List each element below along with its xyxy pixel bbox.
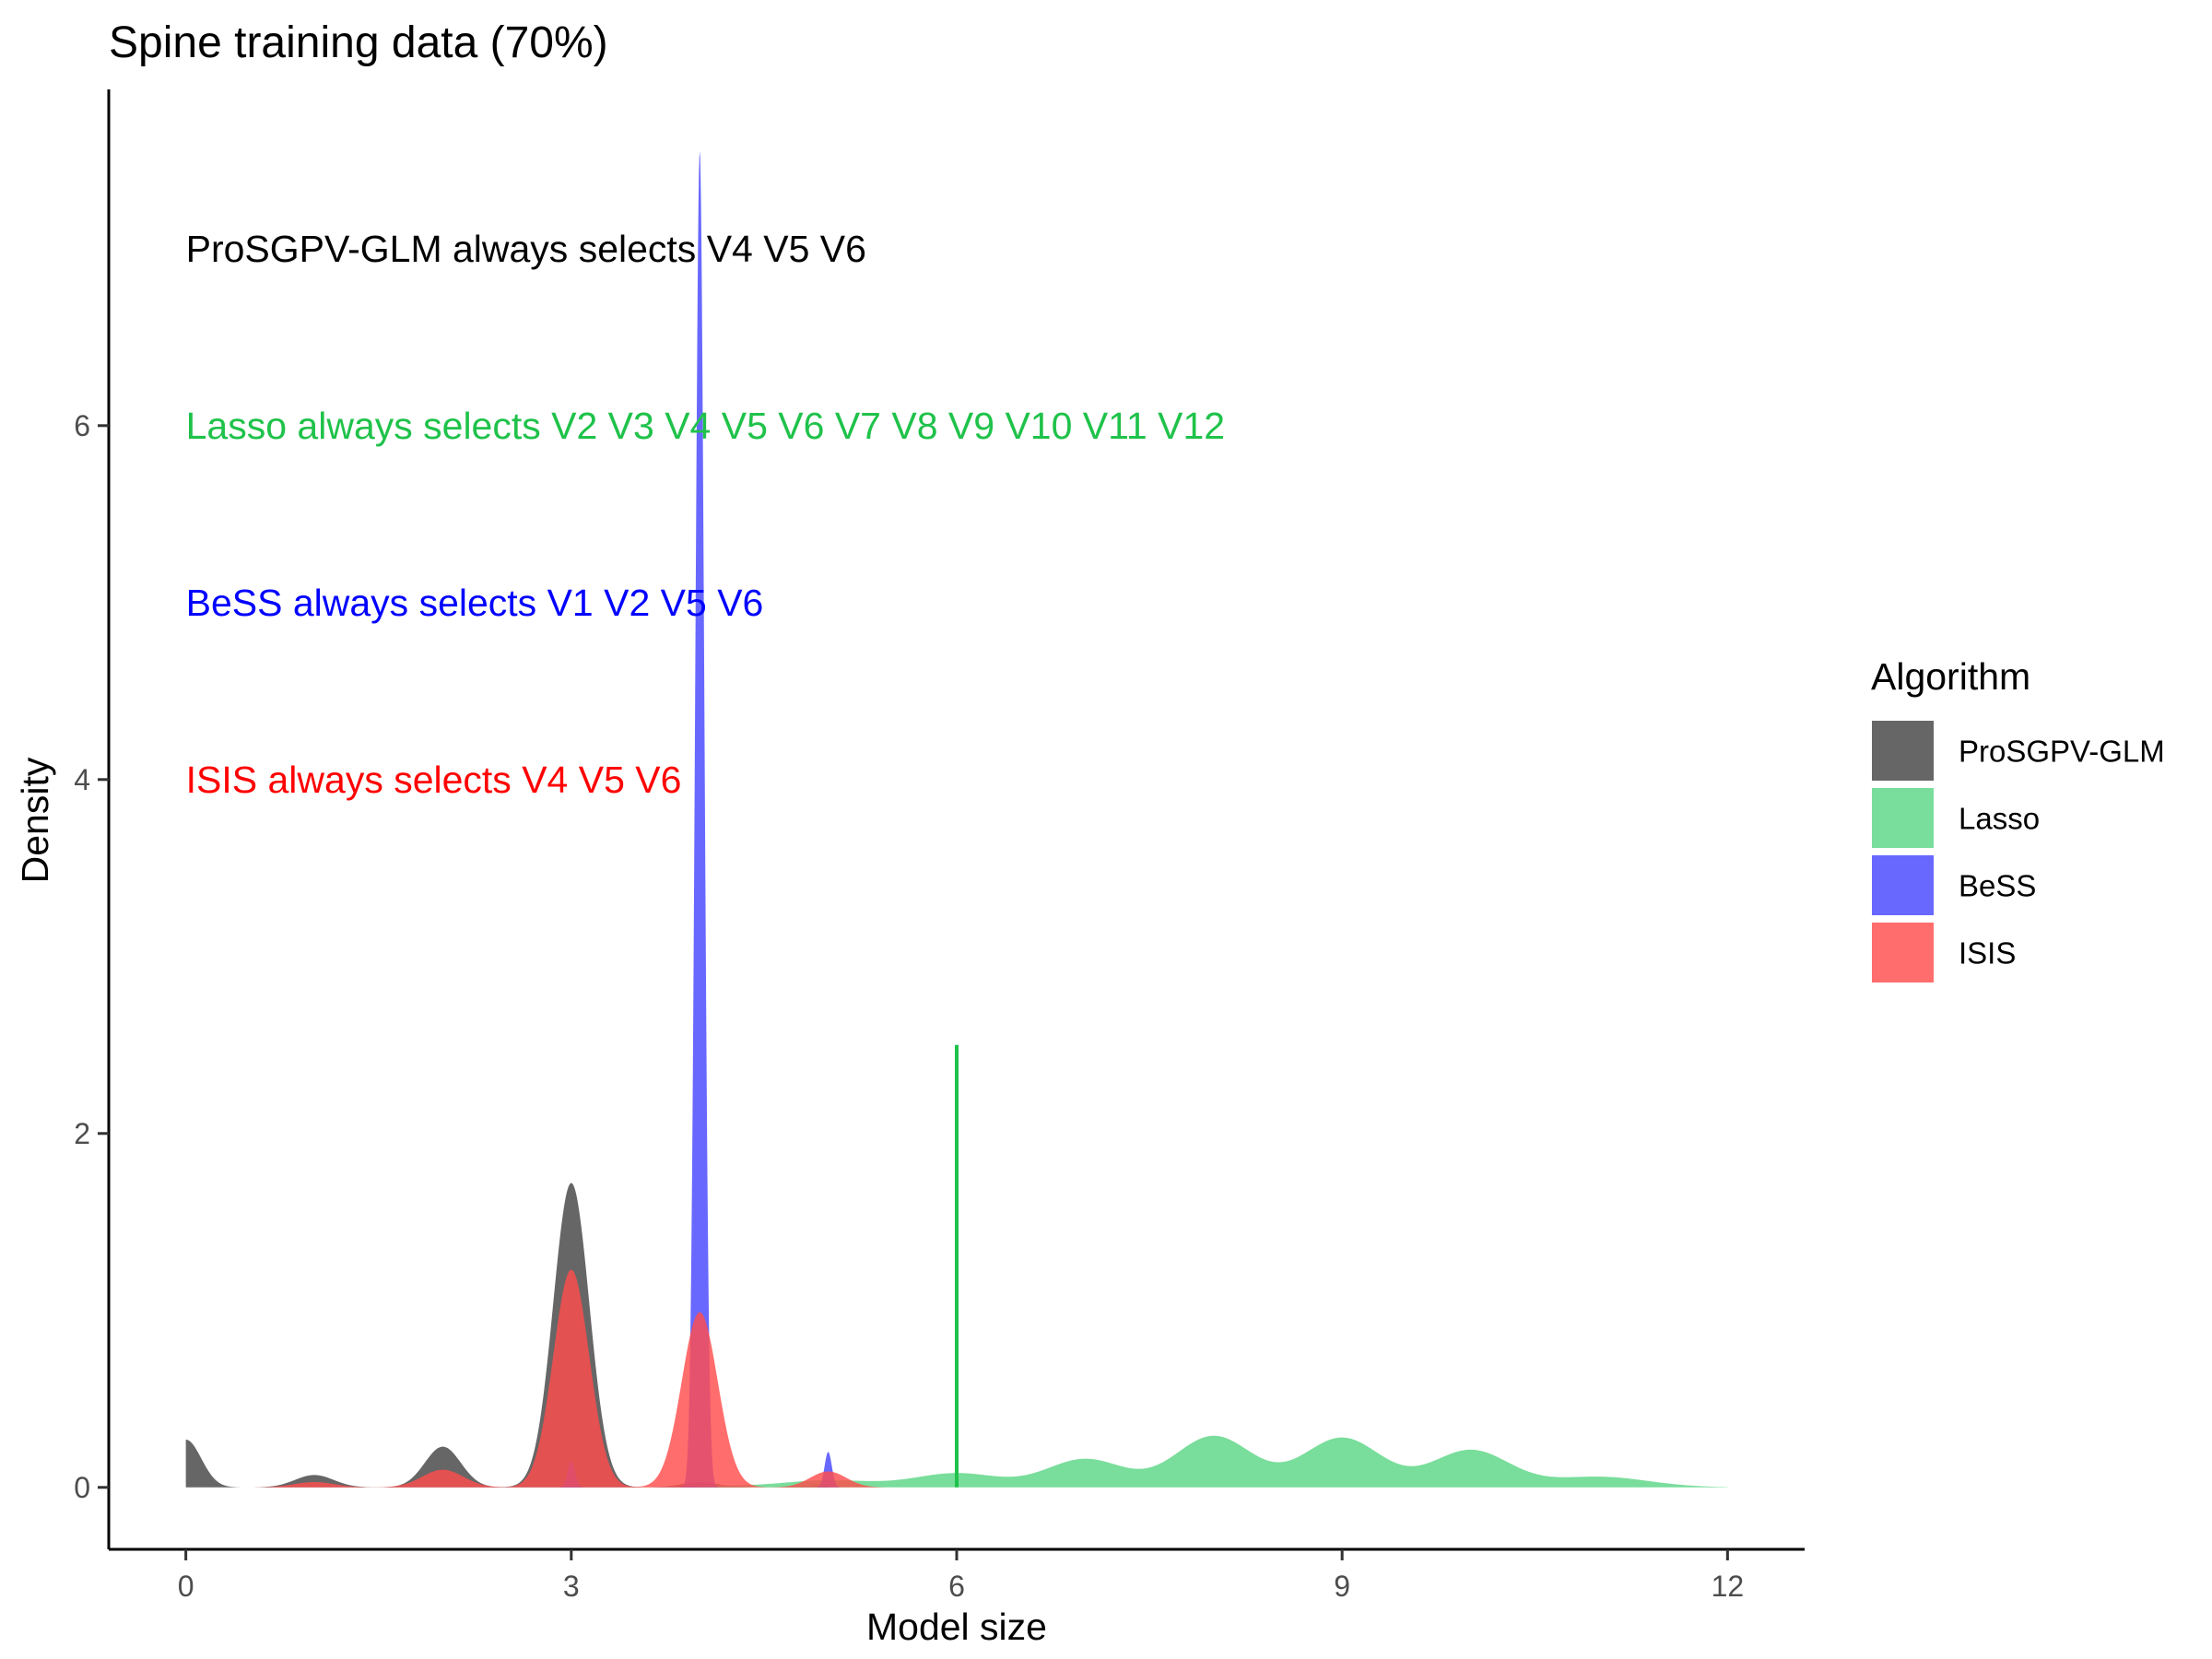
annotation-text: Lasso always selects V2 V3 V4 V5 V6 V7 V…	[186, 405, 1225, 447]
y-tick-label: 2	[74, 1117, 90, 1150]
density-area-isis	[250, 1269, 893, 1488]
y-tick-label: 4	[74, 763, 90, 796]
plot-area	[185, 151, 1728, 1488]
y-axis-label: Density	[14, 757, 56, 883]
x-tick-label: 0	[178, 1570, 194, 1603]
y-tick-label: 0	[74, 1471, 90, 1504]
legend-label: ISIS	[1959, 936, 2016, 971]
density-area-bess	[507, 151, 893, 1488]
y-tick-label: 6	[74, 409, 90, 442]
legend: Algorithm ProSGPV-GLM Lasso BeSS ISIS	[1871, 655, 2165, 982]
legend-items: ProSGPV-GLM Lasso BeSS ISIS	[1872, 721, 2165, 982]
x-tick-label: 12	[1712, 1570, 1745, 1603]
annotations: ProSGPV-GLM always selects V4 V5 V6 Lasso…	[186, 228, 1225, 801]
annotation-text: ISIS always selects V4 V5 V6	[186, 759, 682, 801]
x-tick-label: 6	[948, 1570, 965, 1603]
x-tick-label: 3	[563, 1570, 580, 1603]
legend-label: ProSGPV-GLM	[1959, 735, 2165, 769]
x-tick-label: 9	[1334, 1570, 1350, 1603]
legend-title: Algorithm	[1871, 655, 2030, 698]
annotation-text: ProSGPV-GLM always selects V4 V5 V6	[186, 228, 866, 270]
x-axis-label: Model size	[866, 1606, 1047, 1648]
chart-title: Spine training data (70%)	[109, 18, 608, 67]
legend-key	[1872, 923, 1934, 982]
y-ticks: 0 2 4 6	[74, 409, 109, 1504]
density-area-prosgpv-glm	[185, 1182, 829, 1488]
legend-key	[1872, 788, 1934, 848]
x-ticks: 0 3 6 9 12	[178, 1549, 1744, 1603]
legend-key	[1872, 721, 1934, 781]
legend-label: BeSS	[1959, 869, 2036, 903]
legend-label: Lasso	[1959, 802, 2040, 836]
density-area-lasso	[700, 1435, 1728, 1488]
annotation-text: BeSS always selects V1 V2 V5 V6	[186, 582, 764, 624]
legend-key	[1872, 855, 1934, 915]
